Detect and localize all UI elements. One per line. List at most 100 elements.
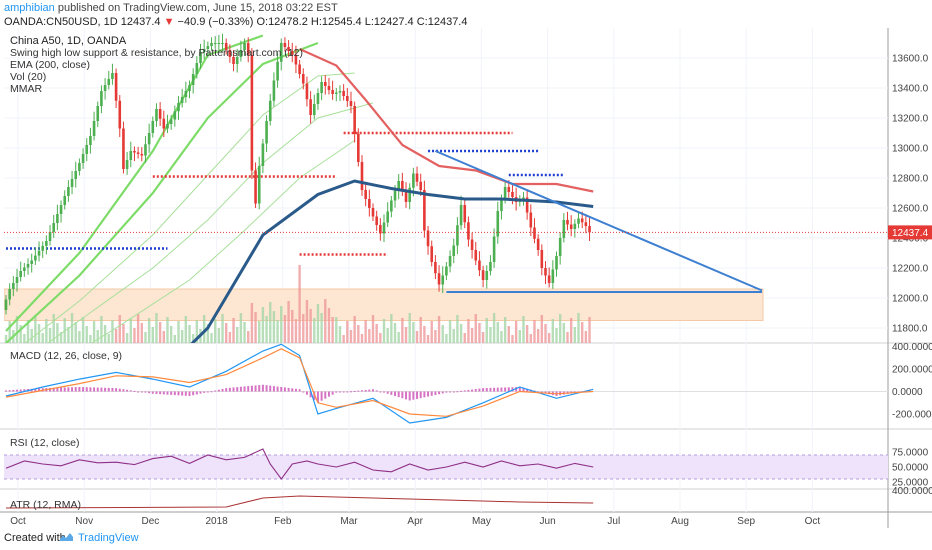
macd-histogram-bar [327,391,330,397]
atr-pane-label[interactable]: ATR (12, RMA) [10,499,81,511]
volume-bar [357,325,360,343]
atr-axis-label: 400.0000 [892,486,932,497]
candle-body [173,111,177,120]
volume-bar [122,324,125,343]
macd-histogram-bar [405,391,408,400]
macd-histogram-bar [482,388,485,392]
volume-bar [584,331,588,343]
candle-body [191,74,195,85]
candle-body [26,264,30,268]
volume-bar [397,332,400,343]
symbol-bar: OANDA:CN50USD, 1D 12437.4 ▼ −40.9 (−0.33… [4,16,467,28]
macd-histogram-bar [111,388,114,392]
time-axis-label: May [472,516,491,527]
price-axis-label: 13600.0 [892,54,929,65]
macd-histogram-bar [430,391,433,396]
macd-histogram-bar [412,391,415,400]
volume-bar [140,323,143,343]
volume-bar [294,319,298,343]
volume-bar [15,316,19,343]
candle-body [92,121,96,136]
volume-bar [81,317,85,343]
candle-body [158,109,162,119]
candle-body [217,43,221,44]
publish-info: published on TradingView.com, June 15, 2… [57,2,338,14]
candle-body [500,199,503,211]
volume-bar [221,314,224,343]
macd-histogram-bar [302,391,305,393]
volume-bar [228,332,232,343]
candle-body [379,225,382,234]
candle-body [540,250,544,268]
legend-indicator-volume[interactable]: Vol (20) [10,71,47,83]
candle-body [580,218,584,223]
candle-body [45,241,48,246]
macd-histogram-bar [71,387,74,392]
candle-body [290,51,294,55]
publish-header: amphibian published on TradingView.com, … [4,2,338,14]
atr-line [5,495,594,509]
volume-bar [511,335,514,343]
macd-histogram-bar [324,391,327,399]
candle-body [85,145,89,154]
volume-bar [85,326,88,343]
candle-body [316,93,320,104]
volume-bar [459,324,463,343]
price-axis-label: 12600.0 [892,204,929,215]
volume-bar [96,330,99,343]
macd-histogram-bar [203,391,206,393]
macd-signal-line [5,348,594,417]
macd-axis-label: 400.0000 [892,342,932,353]
macd-histogram-bar [291,388,294,392]
volume-bar [525,325,529,343]
volume-bar [500,331,503,343]
volume-bar [533,320,536,343]
volume-bar [291,310,294,343]
candle-body [23,267,26,271]
tradingview-brand[interactable]: TradingView [78,532,139,544]
candle-body [323,82,327,86]
macd-histogram-bar [401,391,404,399]
volume-bar [423,326,426,343]
legend-indicator-mmar[interactable]: MMAR [10,83,43,95]
candle-body [448,256,452,267]
legend-indicator-swing[interactable]: Swing high low support & resistance, by … [10,47,303,59]
price-axis-label: 13200.0 [892,114,929,125]
time-axis-label: Aug [671,516,689,527]
macd-axis-label: -200.0000 [892,410,932,421]
tradingview-logo-icon [59,533,73,541]
volume-bar [280,306,283,343]
volume-bar [437,316,441,343]
rsi-axis-label: 50.0000 [892,463,929,474]
macd-histogram-bar [276,386,279,392]
volume-bar [166,317,169,343]
legend-indicator-ema[interactable]: EMA (200, close) [10,59,90,71]
macd-histogram-bar [287,387,290,392]
volume-bar [580,322,584,343]
candle-body [4,299,8,310]
volume-bar [261,307,265,343]
candle-body [558,238,562,256]
candle-body [588,226,591,233]
volume-bar [360,334,364,343]
macd-histogram-bar [137,391,140,393]
macd-histogram-bar [427,391,430,397]
chart-canvas[interactable]: Oct Nov Dec 2018 Feb Mar Apr May Jun Jul Aug Sep Oct… [0,0,932,528]
volume-bar [309,309,312,343]
macd-histogram-bar [228,387,231,392]
price-axis-label: 12200.0 [892,264,929,275]
candle-body [331,90,334,94]
macd-histogram-bar [118,388,121,392]
macd-pane-label[interactable]: MACD (12, 26, close, 9) [10,350,123,362]
macd-histogram-bar [511,387,514,392]
volume-bar [573,327,577,343]
candle-body [103,85,107,91]
rsi-pane-label[interactable]: RSI (12, close) [10,437,80,449]
author-link[interactable]: amphibian [4,2,55,14]
macd-histogram-bar [60,387,63,392]
time-axis-label: Sep [737,516,755,527]
candle-body [188,85,191,91]
volume-bar [48,328,52,343]
macd-histogram-bar [504,387,507,392]
candle-body [529,212,533,228]
